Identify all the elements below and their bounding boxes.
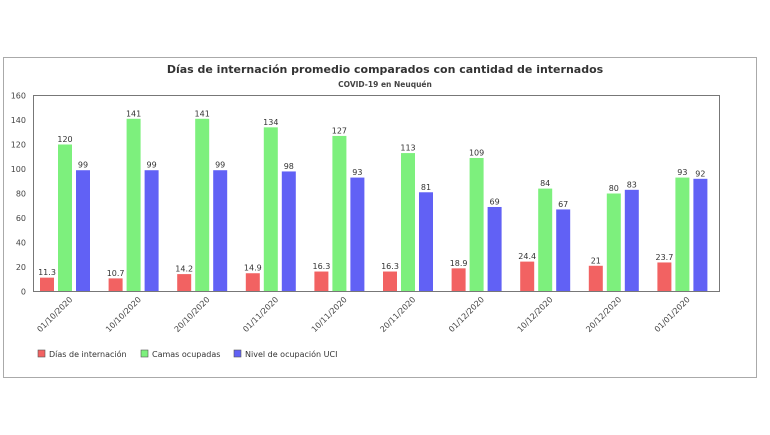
data-label: 69 (490, 197, 500, 206)
chart-title: Días de internación promedio comparados … (167, 63, 604, 76)
data-label: 80 (609, 184, 619, 193)
bar-2-2 (213, 170, 228, 292)
data-label: 23.7 (655, 253, 673, 262)
data-label: 24.4 (518, 252, 536, 261)
y-tick-label: 100 (11, 165, 26, 174)
y-tick-label: 160 (11, 92, 26, 101)
data-label: 18.9 (450, 259, 468, 268)
data-label: 120 (57, 135, 72, 144)
y-tick-label: 80 (16, 190, 26, 199)
bar-1-8 (606, 193, 621, 292)
data-label: 14.2 (175, 265, 193, 274)
data-label: 10.7 (107, 269, 125, 278)
legend: Días de internación Camas ocupadas Nivel d… (37, 349, 337, 359)
data-label: 99 (78, 161, 88, 170)
data-label: 98 (284, 162, 294, 171)
bar-2-8 (624, 189, 639, 292)
plot-area-border (33, 95, 720, 292)
data-label: 93 (677, 168, 687, 177)
data-label: 99 (147, 161, 157, 170)
bar-0-2 (177, 274, 192, 292)
y-tick-label: 120 (11, 141, 26, 150)
data-label: 83 (627, 180, 637, 189)
bar-1-3 (263, 127, 278, 292)
bar-2-1 (144, 170, 159, 292)
data-label: 14.9 (244, 264, 262, 273)
bar-1-7 (538, 188, 553, 292)
y-tick-label: 0 (21, 288, 26, 297)
data-label: 21 (591, 256, 601, 265)
bar-0-1 (108, 278, 123, 292)
data-label: 109 (469, 148, 484, 157)
data-label: 16.3 (381, 262, 399, 271)
data-label: 113 (400, 144, 415, 153)
legend-label[interactable]: Nivel de ocupación UCI (245, 349, 337, 359)
bar-1-5 (401, 153, 415, 292)
bar-1-4 (332, 135, 347, 292)
bar-2-9 (693, 178, 708, 292)
chart-subtitle: COVID-19 en Neuquén (338, 80, 432, 89)
bar-1-9 (675, 177, 690, 292)
bar-0-9 (657, 262, 672, 292)
bar-2-5 (419, 192, 433, 292)
data-label: 11.3 (38, 268, 56, 277)
bar-0-6 (451, 268, 466, 292)
bar-2-4 (350, 177, 365, 292)
y-tick-label: 20 (16, 263, 26, 272)
bar-1-1 (126, 118, 141, 292)
data-label: 92 (695, 169, 705, 178)
data-label: 134 (263, 118, 278, 127)
bar-2-7 (556, 209, 571, 292)
data-label: 99 (215, 161, 225, 170)
bar-0-4 (314, 271, 329, 292)
data-label: 81 (421, 183, 431, 192)
bar-0-3 (245, 273, 260, 292)
y-tick-label: 40 (16, 239, 26, 248)
bar-2-3 (281, 171, 296, 292)
y-tick-label: 60 (16, 214, 26, 223)
data-label: 67 (558, 200, 568, 209)
data-label: 84 (540, 179, 550, 188)
legend-label[interactable]: Camas ocupadas (152, 350, 220, 359)
bar-2-0 (76, 170, 90, 292)
legend-swatch (140, 349, 149, 358)
data-label: 93 (352, 168, 362, 177)
bar-0-8 (588, 265, 603, 292)
bar-1-2 (195, 118, 210, 292)
legend-swatch (233, 349, 242, 358)
bar-2-6 (487, 206, 502, 292)
bar-1-0 (58, 144, 72, 292)
legend-swatch (37, 349, 46, 358)
bar-1-6 (469, 157, 484, 292)
legend-label[interactable]: Días de internación (49, 349, 127, 359)
y-tick-label: 140 (11, 116, 26, 125)
data-label: 16.3 (312, 262, 330, 271)
data-label: 127 (332, 126, 347, 135)
bar-0-7 (520, 261, 535, 292)
bar-0-0 (40, 277, 54, 292)
data-label: 141 (126, 109, 141, 118)
bar-0-5 (383, 271, 397, 292)
data-label: 141 (195, 109, 210, 118)
